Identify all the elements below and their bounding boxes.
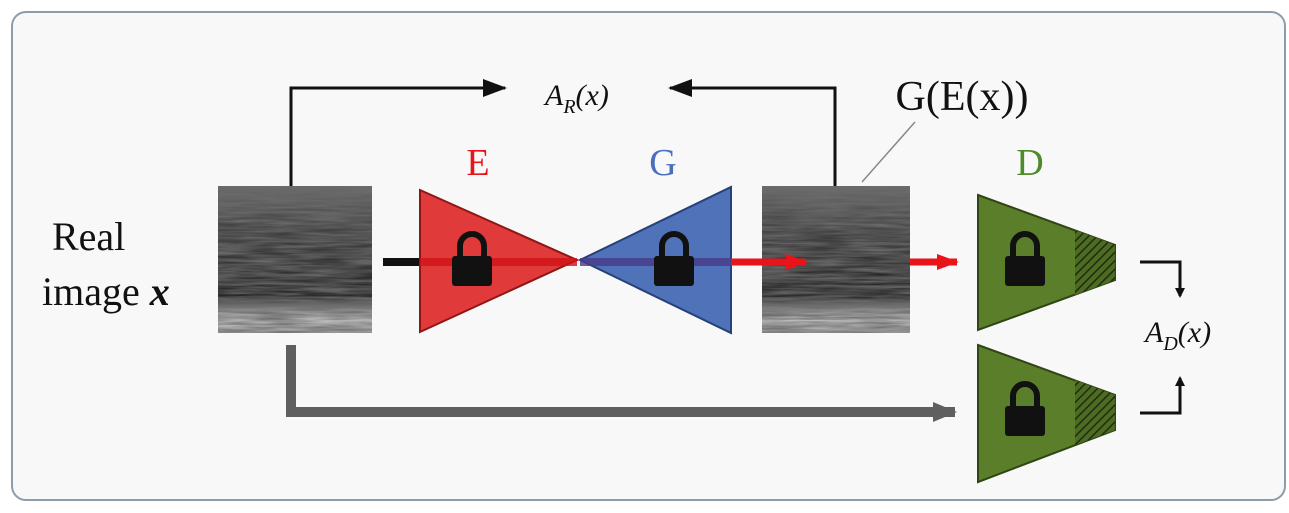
score-base: A (543, 79, 564, 112)
discriminator-label: D (1016, 142, 1043, 184)
generator-label: G (649, 142, 676, 184)
score-sub: R (562, 96, 575, 118)
score-arg: (x) (1178, 316, 1211, 349)
input-label: image (42, 269, 140, 314)
score-sub: D (1162, 333, 1178, 355)
real-image (218, 186, 372, 333)
input-var: x (149, 269, 170, 314)
score-base: A (1143, 316, 1164, 349)
input-label: Real (52, 214, 125, 259)
score-arg: (x) (576, 79, 609, 112)
encoder-label: E (466, 142, 489, 184)
reconstruction-label: G(E(x)) (896, 74, 1029, 120)
diagram: Real image x AR(x) E G G(E(x)) D AD(x) (0, 0, 1289, 508)
input-label: image x (42, 269, 170, 314)
